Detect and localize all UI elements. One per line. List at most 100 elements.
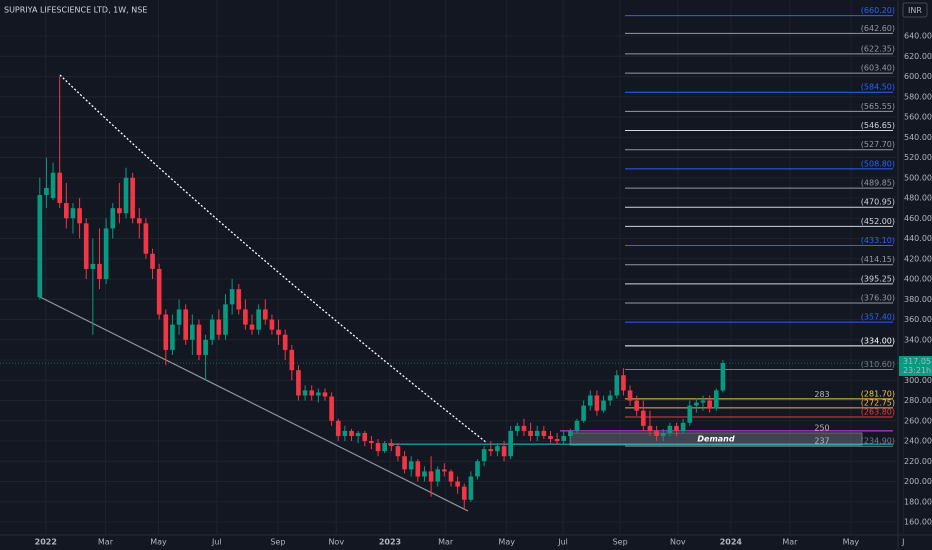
candle-body xyxy=(190,324,195,340)
price-tag-countdown: 23:21h xyxy=(903,366,931,375)
x-tick-label: 2023 xyxy=(379,538,401,547)
level-label: (376.30) xyxy=(861,294,895,303)
candle-body xyxy=(77,208,82,224)
candle-body xyxy=(660,432,666,436)
candle-body xyxy=(97,263,102,280)
candle-body xyxy=(70,208,76,219)
level-label: (470.95) xyxy=(861,198,895,207)
candle-body xyxy=(607,395,613,401)
candle-body xyxy=(435,469,441,482)
candle-body xyxy=(322,392,328,397)
marker-label: 237 xyxy=(814,437,829,446)
candle-body xyxy=(587,395,593,406)
candle-body xyxy=(156,268,162,315)
candle-body xyxy=(103,228,109,280)
level-label: (642.60) xyxy=(861,24,895,33)
candle-body xyxy=(57,172,63,204)
level-label: (452.00) xyxy=(861,217,895,226)
level-label: (433.10) xyxy=(861,236,895,245)
x-tick-label: Mar xyxy=(98,538,114,547)
y-tick-label: 600.00 xyxy=(904,72,932,81)
candle-body xyxy=(700,400,706,403)
x-tick-label: Jul xyxy=(557,538,568,547)
level-label: (622.35) xyxy=(861,44,895,53)
candle-body xyxy=(369,441,374,444)
currency[interactable]: INR xyxy=(908,6,922,15)
candle-body xyxy=(415,461,421,477)
candle-body xyxy=(508,430,514,457)
candle-body xyxy=(395,446,401,457)
candle-body xyxy=(568,430,573,436)
support-trendline xyxy=(39,296,469,512)
y-tick-label: 380.00 xyxy=(904,295,932,304)
candle-body xyxy=(163,314,169,350)
candle-body xyxy=(342,430,348,436)
x-tick-label: May xyxy=(843,538,860,547)
candle-body xyxy=(521,425,527,431)
x-tick-label: May xyxy=(498,538,515,547)
candle-body xyxy=(481,449,487,462)
level-label: (584.50) xyxy=(861,83,895,92)
candle-body xyxy=(680,422,686,431)
candle-body xyxy=(170,324,175,350)
level-label: (310.60) xyxy=(861,360,895,369)
candle-body xyxy=(428,471,434,482)
candle-body xyxy=(627,390,633,401)
candle-body xyxy=(495,446,500,452)
candle-body xyxy=(674,425,679,431)
y-tick-label: 300.00 xyxy=(904,376,932,385)
candle-body xyxy=(720,363,726,391)
candle-body xyxy=(130,177,135,219)
candle-body xyxy=(90,263,96,269)
candle-body xyxy=(249,324,255,330)
chart-title: SUPRIYA LIFESCIENCE LTD, 1W, NSE xyxy=(4,6,147,15)
x-tick-label: Mar xyxy=(782,538,798,547)
level-label: (527.70) xyxy=(861,140,895,149)
candle-body xyxy=(534,430,540,436)
y-tick-label: 360.00 xyxy=(904,315,932,324)
candle-body xyxy=(229,289,235,305)
y-tick-label: 640.00 xyxy=(904,32,932,41)
candle-body xyxy=(375,443,381,452)
candle-body xyxy=(83,223,89,269)
candle-body xyxy=(136,218,142,224)
candle-body xyxy=(687,405,693,423)
candle-body xyxy=(601,400,606,411)
candle-body xyxy=(123,177,129,214)
marker-label: 250 xyxy=(814,423,829,432)
candle-body xyxy=(262,309,268,320)
candle-body xyxy=(183,309,189,340)
candle-body xyxy=(455,481,460,487)
currency-box[interactable] xyxy=(902,2,928,18)
x-tick-label: J xyxy=(901,538,904,547)
candle-body xyxy=(422,471,427,477)
x-tick-label: Sep xyxy=(613,538,628,547)
level-label: (281.70) xyxy=(861,389,895,398)
y-tick-label: 620.00 xyxy=(904,52,932,61)
candle-body xyxy=(37,195,43,298)
labels: 160.00 180.00 200.00 220.00 240.00 260.00 280.… xyxy=(35,6,932,547)
candle-body xyxy=(243,309,248,325)
drawings xyxy=(39,74,488,512)
y-tick-label: 340.00 xyxy=(904,335,932,344)
y-tick-label: 440.00 xyxy=(904,234,932,243)
candle-body xyxy=(44,187,49,196)
y-tick-label: 240.00 xyxy=(904,437,932,446)
candle-body xyxy=(316,392,321,396)
price-tag-value: 317.05 xyxy=(903,357,931,366)
x-tick-label: 2022 xyxy=(35,538,57,547)
candle-body xyxy=(561,435,567,442)
candle-body xyxy=(236,289,242,310)
x-tick-label: Jul xyxy=(211,538,222,547)
x-tick-label: May xyxy=(150,538,167,547)
candle-body xyxy=(713,390,719,409)
candle-body xyxy=(707,400,712,409)
candle-body xyxy=(309,390,315,396)
candle-body xyxy=(475,461,480,477)
y-tick-label: 260.00 xyxy=(904,416,932,425)
level-label: (546.65) xyxy=(861,121,895,130)
candle-body xyxy=(468,476,474,500)
candle-body xyxy=(614,375,620,396)
